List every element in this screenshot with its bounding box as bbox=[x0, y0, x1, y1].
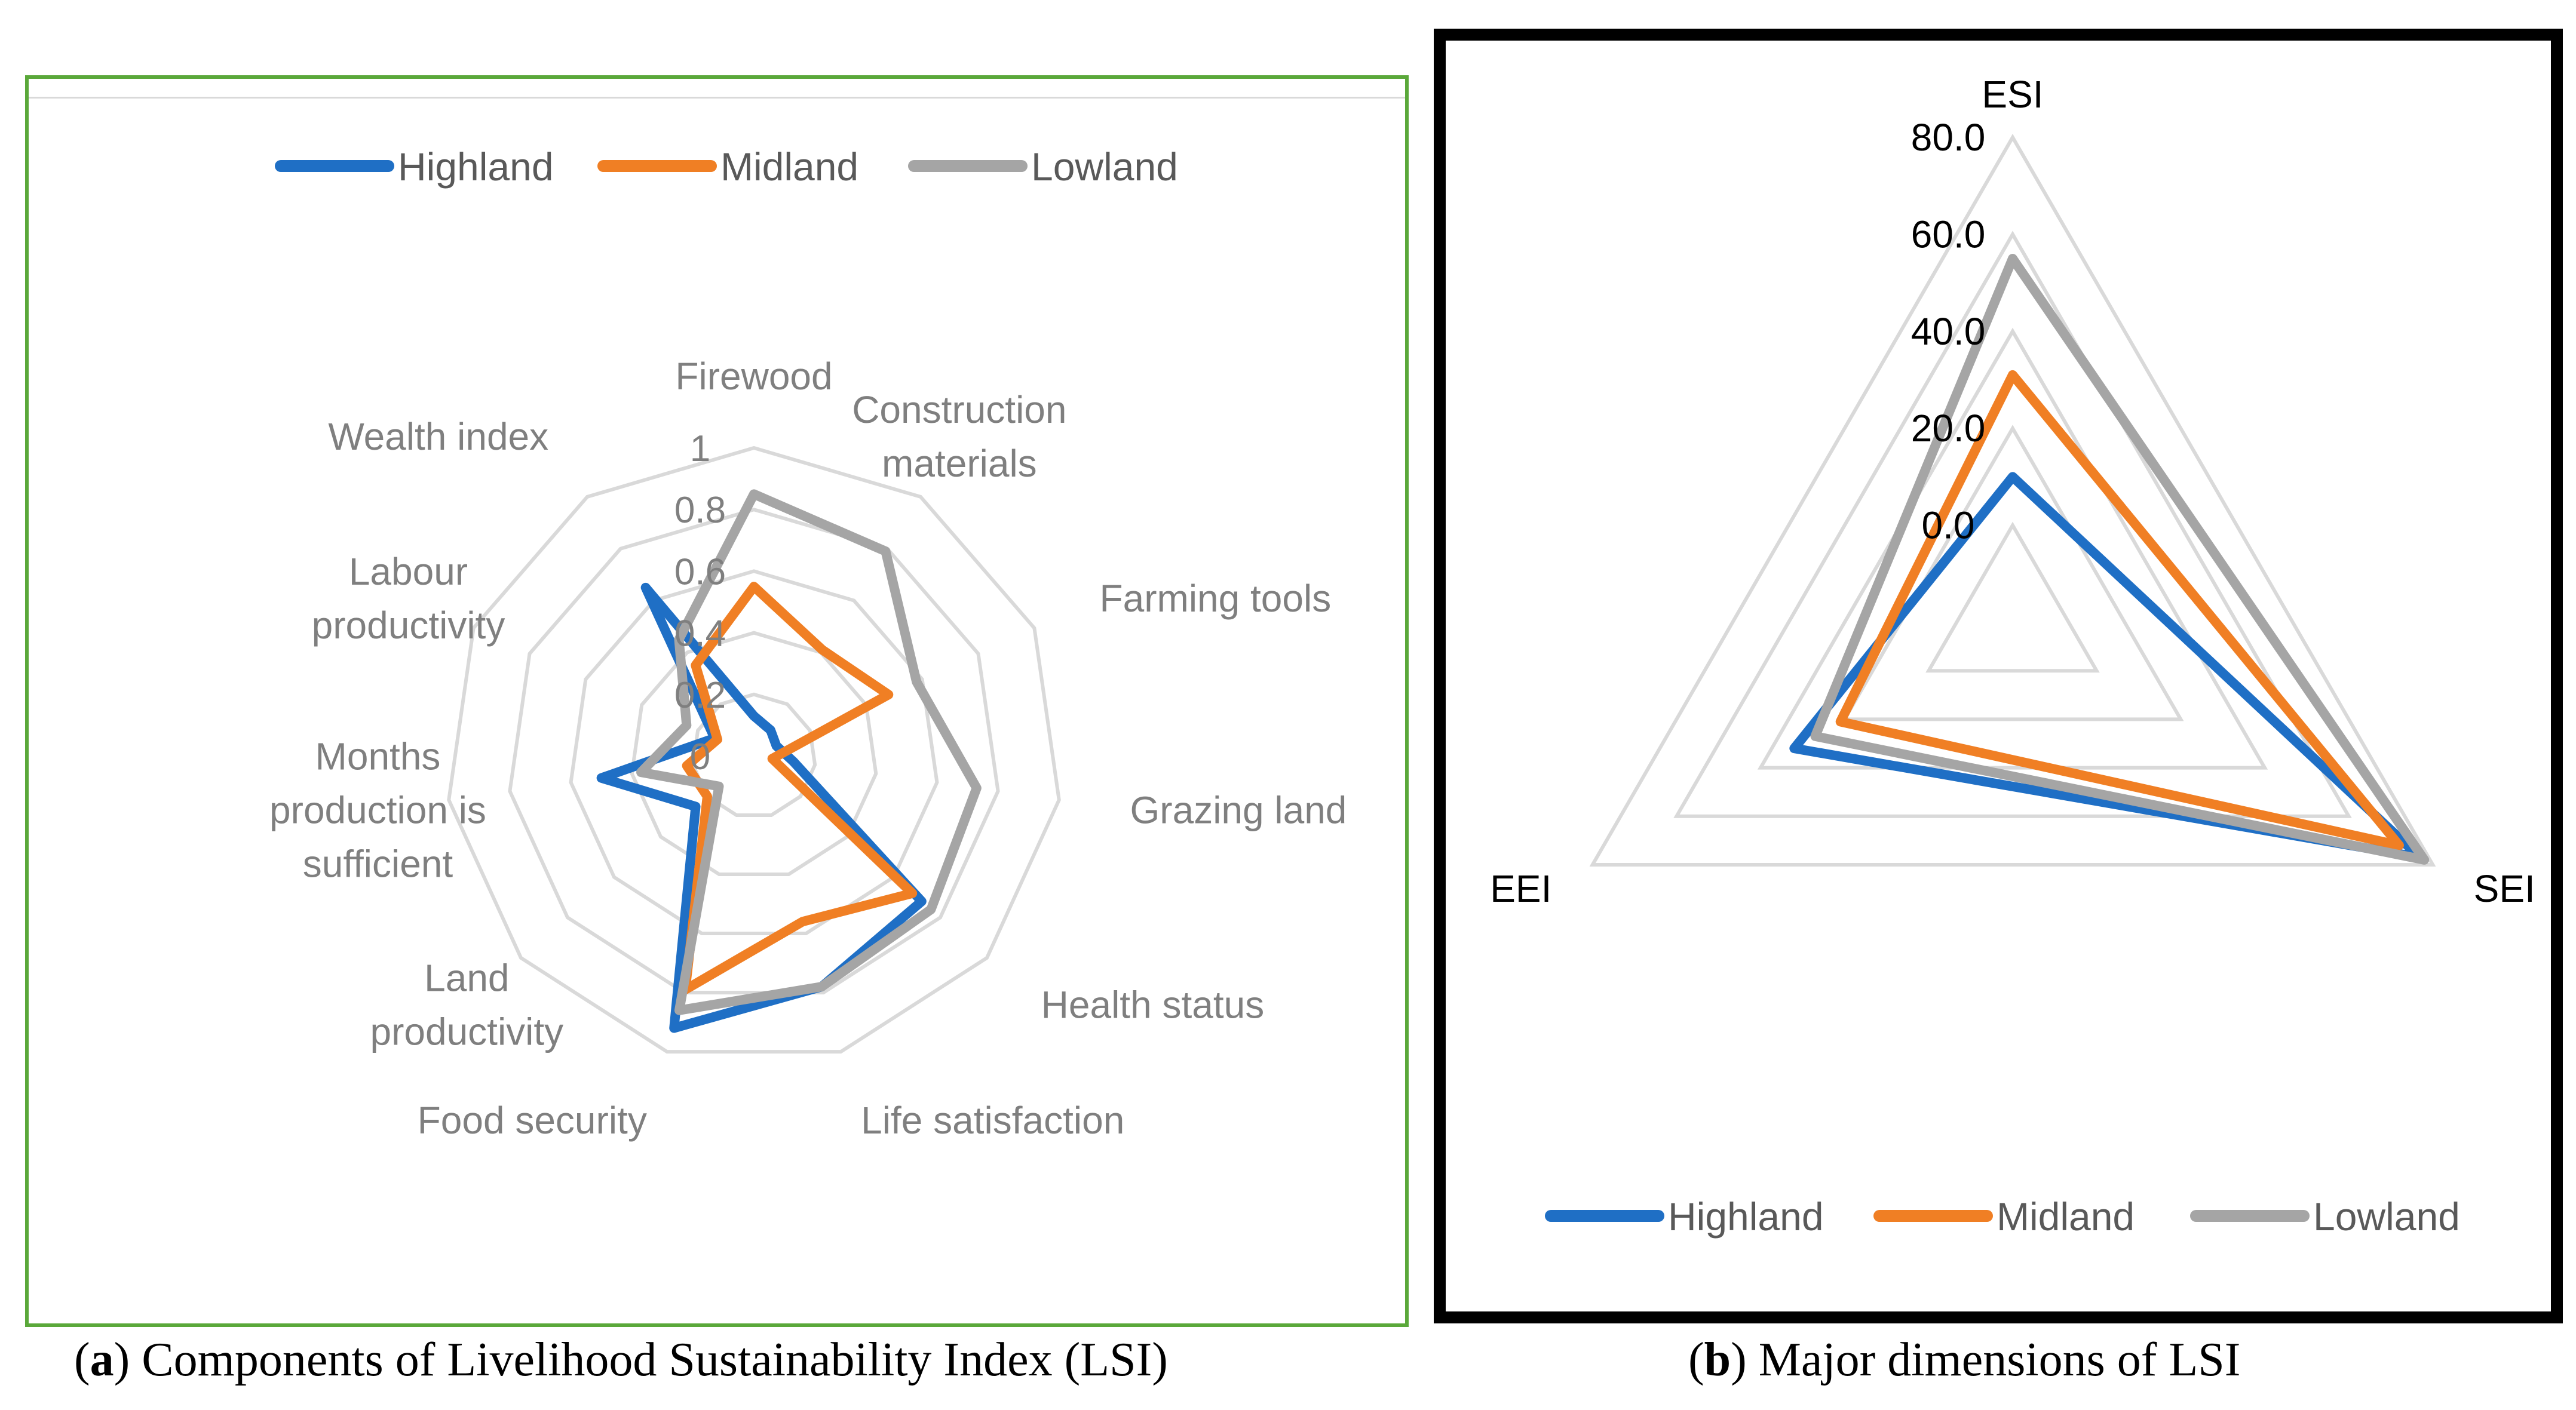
tick-label-a: 0 bbox=[690, 736, 710, 778]
caption-a-text: Components of Livelihood Sustainability … bbox=[142, 1334, 1168, 1386]
caption-a: (a) Components of Livelihood Sustainabil… bbox=[74, 1334, 1168, 1386]
axis-label-a-8: production is bbox=[269, 789, 486, 832]
axis-label-a-8: sufficient bbox=[303, 843, 453, 886]
legend-label-highland: Highland bbox=[1668, 1194, 1824, 1239]
caption-b-letter: b bbox=[1704, 1334, 1731, 1386]
caption-a-letter: a bbox=[90, 1334, 114, 1386]
axis-label-b-esi: ESI bbox=[1982, 73, 2043, 116]
grid-ring-b-1 bbox=[1841, 425, 2184, 721]
tick-label-a: 0.6 bbox=[674, 551, 726, 592]
axis-label-a-7: Land bbox=[424, 956, 509, 999]
axis-label-a-8: Months bbox=[315, 735, 441, 778]
grid-ring-a-4 bbox=[508, 508, 1000, 995]
grid-ring-b-2 bbox=[1757, 327, 2268, 770]
legend-label-midland: Midland bbox=[720, 145, 858, 189]
tick-label-a: 0.4 bbox=[674, 613, 726, 655]
caption-b-text: Major dimensions of LSI bbox=[1758, 1334, 2241, 1386]
axis-label-a-10: Wealth index bbox=[328, 415, 548, 458]
grid-ring-a-5 bbox=[447, 446, 1061, 1054]
caption-b: (b) Major dimensions of LSI bbox=[1688, 1334, 2241, 1386]
tick-label-b: 60.0 bbox=[1911, 213, 1986, 256]
panel-b-frame bbox=[1434, 29, 2563, 1323]
axis-label-a-5: Life satisfaction bbox=[861, 1099, 1124, 1142]
series-line-b-lowland bbox=[1810, 254, 2430, 865]
axis-label-b-sei: SEI bbox=[2474, 867, 2535, 910]
grid-ring-a-2 bbox=[630, 631, 878, 877]
tick-label-b: 40.0 bbox=[1911, 310, 1986, 353]
axis-label-a-7: productivity bbox=[370, 1010, 563, 1053]
axis-label-a-2: Farming tools bbox=[1100, 577, 1332, 620]
axis-label-a-1: Construction bbox=[852, 388, 1066, 431]
series-line-a-highland bbox=[596, 582, 927, 1033]
axis-label-a-3: Grazing land bbox=[1130, 789, 1347, 832]
legend-label-lowland: Lowland bbox=[2313, 1194, 2460, 1239]
panel-a-frame bbox=[25, 75, 1409, 1327]
axis-label-a-4: Health status bbox=[1041, 983, 1265, 1026]
tick-label-b: 0.0 bbox=[1922, 504, 1975, 547]
axis-label-a-1: materials bbox=[882, 442, 1037, 485]
grid-ring-b-3 bbox=[1673, 231, 2352, 818]
tick-label-b: 80.0 bbox=[1911, 116, 1986, 159]
axis-label-a-9: productivity bbox=[312, 604, 505, 647]
grid-ring-b-0 bbox=[1925, 521, 2100, 673]
legend-label-highland: Highland bbox=[398, 145, 554, 189]
axis-label-a-9: Labour bbox=[349, 550, 468, 593]
series-line-a-midland bbox=[680, 582, 918, 995]
tick-label-a: 1 bbox=[690, 428, 710, 469]
series-line-a-lowland bbox=[636, 489, 982, 1015]
legend-label-lowland: Lowland bbox=[1031, 145, 1178, 189]
axis-label-a-6: Food security bbox=[418, 1099, 647, 1142]
grid-ring-b-4 bbox=[1589, 134, 2436, 867]
grid-ring-a-1 bbox=[691, 692, 817, 818]
axis-label-a-0: Firewood bbox=[675, 355, 832, 398]
tick-label-a: 0.2 bbox=[674, 675, 726, 716]
axis-label-b-eei: EEI bbox=[1490, 867, 1551, 910]
tick-label-b: 20.0 bbox=[1911, 407, 1986, 450]
panel-a-plot-area bbox=[29, 97, 1405, 1323]
series-line-b-highland bbox=[1789, 472, 2425, 862]
series-line-b-midland bbox=[1835, 370, 2404, 850]
tick-label-a: 0.8 bbox=[674, 490, 726, 531]
grid-ring-a-3 bbox=[569, 569, 939, 936]
legend-label-midland: Midland bbox=[1997, 1194, 2135, 1239]
